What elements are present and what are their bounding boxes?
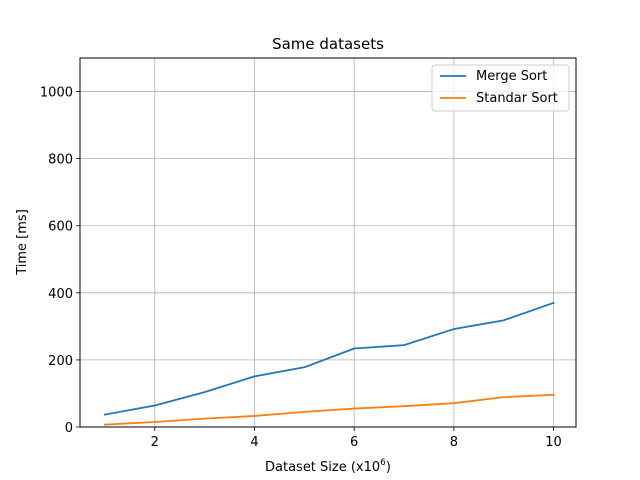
- y-tick-label: 400: [48, 287, 73, 302]
- x-axis-label: Dataset Size (x106): [265, 458, 391, 475]
- x-tick-label: 2: [151, 435, 159, 450]
- legend-box: [431, 64, 570, 112]
- y-axis-ticks: 0 200 400 600 800 1000: [40, 86, 80, 436]
- y-tick-label: 0: [65, 421, 73, 436]
- chart-title: Same datasets: [272, 35, 384, 53]
- x-axis-ticks: 2 4 6 8 10: [151, 427, 562, 450]
- y-tick-label: 200: [48, 354, 73, 369]
- x-axis-label-main: Dataset Size (x10: [265, 460, 380, 475]
- legend-label-merge-sort: Merge Sort: [476, 69, 547, 84]
- series-lines: [103, 301, 555, 426]
- series-line-standar-sort: [103, 393, 555, 426]
- x-tick-label: 6: [350, 435, 358, 450]
- legend-label-standar-sort: Standar Sort: [476, 91, 558, 106]
- y-tick-label: 600: [48, 220, 73, 235]
- y-tick-label: 1000: [40, 86, 73, 101]
- y-axis-label: Time [ms]: [15, 209, 30, 276]
- x-axis-label-exponent: 6: [380, 458, 386, 468]
- plot-frame: [79, 57, 577, 428]
- x-tick-label: 8: [450, 435, 458, 450]
- legend: Merge Sort Standar Sort: [431, 64, 570, 112]
- x-tick-label: 4: [250, 435, 258, 450]
- y-tick-label: 800: [48, 153, 73, 168]
- series-line-merge-sort: [103, 301, 555, 416]
- x-axis-label-tail: ): [386, 460, 391, 475]
- x-tick-label: 10: [545, 435, 562, 450]
